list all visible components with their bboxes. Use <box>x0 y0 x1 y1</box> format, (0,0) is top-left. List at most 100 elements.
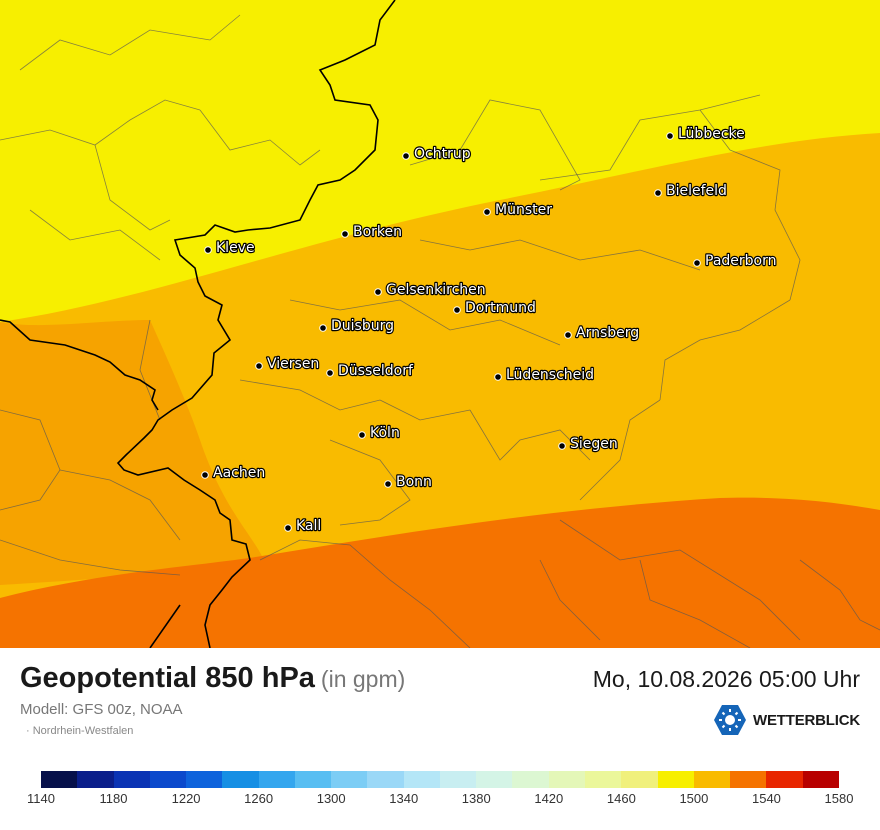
city-label: Düsseldorf <box>338 363 414 379</box>
legend-swatch <box>331 771 368 788</box>
region-label: Nordrhein-Westfalen <box>32 725 134 737</box>
city-label: Duisburg <box>331 318 394 334</box>
state-borders <box>0 0 396 648</box>
legend-color-bar <box>41 771 839 788</box>
city-label: Bielefeld <box>666 183 727 199</box>
city-marker[interactable]: Köln <box>358 424 401 442</box>
city-dot <box>453 306 461 314</box>
legend-swatch <box>730 771 767 788</box>
city-marker[interactable]: Bonn <box>384 473 433 491</box>
city-marker[interactable]: Dortmund <box>453 299 537 317</box>
city-label: Paderborn <box>705 253 776 269</box>
city-dot <box>483 208 491 216</box>
city-marker[interactable]: Kall <box>284 517 322 535</box>
city-label: Bonn <box>396 474 432 490</box>
city-label: Siegen <box>570 436 618 452</box>
legend-swatch <box>693 771 731 788</box>
city-dot <box>358 431 366 439</box>
city-dot <box>319 324 327 332</box>
city-dot <box>284 524 292 532</box>
legend-swatch <box>258 771 295 788</box>
legend-ticks: 1140 1180 1220 1260 1300 1340 1380 1420 1460 1500… <box>0 791 880 809</box>
map-canvas: Lübbecke Ochtrup Bielefeld Münster Kleve Bork… <box>0 0 880 648</box>
district-boundaries <box>0 14 880 648</box>
model-info: Modell: GFS 00z, NOAA <box>20 701 183 718</box>
forecast-datetime: Mo, 10.08.2026 05:00 Uhr <box>592 666 860 692</box>
city-marker[interactable]: Gelsenkirchen <box>374 281 487 299</box>
city-dot <box>374 288 382 296</box>
wetterblick-logo-icon <box>714 705 747 735</box>
legend-tick-label: 1220 <box>171 791 201 806</box>
city-label: Lübbecke <box>678 126 745 142</box>
city-marker[interactable]: Ochtrup <box>402 145 472 163</box>
city-marker[interactable]: Aachen <box>201 464 266 482</box>
band-1540 <box>0 320 262 585</box>
city-dot <box>558 442 566 450</box>
city-marker[interactable]: Paderborn <box>693 252 778 270</box>
city-marker[interactable]: Bielefeld <box>654 182 728 200</box>
city-label: Lüdenscheid <box>506 367 594 383</box>
legend-tick-label: 1460 <box>606 791 636 806</box>
city-marker[interactable]: Kleve <box>204 239 256 257</box>
city-marker[interactable]: Münster <box>483 201 553 219</box>
city-label: Viersen <box>267 356 319 372</box>
city-marker[interactable]: Duisburg <box>319 317 395 335</box>
city-dot <box>384 480 392 488</box>
region-name: · Nordrhein-Westfalen <box>26 725 134 737</box>
legend-swatch <box>367 771 404 788</box>
legend-tick-label: 1340 <box>389 791 419 806</box>
legend-tick-label: 1260 <box>244 791 274 806</box>
city-label: Borken <box>353 224 402 240</box>
legend-swatch <box>548 771 585 788</box>
title-text: Geopotential 850 hPa <box>20 662 315 694</box>
legend-swatch <box>41 771 78 788</box>
legend-swatch <box>403 771 440 788</box>
city-marker[interactable]: Lübbecke <box>666 125 746 143</box>
city-dot <box>654 189 662 197</box>
legend-swatch <box>439 771 477 788</box>
city-label: Aachen <box>213 465 265 481</box>
legend-tick-label: 1580 <box>824 791 854 806</box>
city-label: Dortmund <box>465 300 536 316</box>
city-dot <box>402 152 410 160</box>
city-dot <box>326 369 334 377</box>
city-label: Gelsenkirchen <box>386 282 486 298</box>
legend-tick-label: 1380 <box>461 791 491 806</box>
legend-swatch <box>584 771 622 788</box>
legend-swatch <box>113 771 150 788</box>
city-marker[interactable]: Düsseldorf <box>326 362 415 380</box>
band-1560 <box>0 497 880 648</box>
brand-logo[interactable]: WETTERBLICK <box>713 704 860 736</box>
city-label: Ochtrup <box>414 146 471 162</box>
legend-tick-label: 1420 <box>534 791 564 806</box>
map-footer: Geopotential 850 hPa (in gpm) Mo, 10.08.2… <box>0 648 880 830</box>
city-marker[interactable]: Lüdenscheid <box>494 366 595 384</box>
legend-swatch <box>621 771 658 788</box>
weather-map[interactable]: Lübbecke Ochtrup Bielefeld Münster Kleve Bork… <box>0 0 880 648</box>
city-label: Köln <box>370 425 400 441</box>
city-dot <box>201 471 209 479</box>
legend-swatch <box>294 771 332 788</box>
legend-tick-label: 1540 <box>751 791 781 806</box>
title-unit: (in gpm) <box>320 666 406 692</box>
city-marker[interactable]: Borken <box>341 223 403 241</box>
legend-swatch <box>657 771 694 788</box>
city-marker[interactable]: Siegen <box>558 435 619 453</box>
legend-tick-label: 1140 <box>27 791 55 806</box>
brand-name: WETTERBLICK <box>753 711 860 729</box>
legend-swatch <box>77 771 114 788</box>
city-dot <box>666 132 674 140</box>
city-label: Kall <box>296 518 321 534</box>
legend-swatch <box>512 771 549 788</box>
city-dot <box>204 246 212 254</box>
city-dot <box>341 230 349 238</box>
city-marker[interactable]: Viersen <box>255 355 321 373</box>
legend-tick-label: 1300 <box>316 791 346 806</box>
legend-swatch <box>149 771 187 788</box>
legend-swatch <box>476 771 513 788</box>
city-marker[interactable]: Arnsberg <box>564 324 640 342</box>
city-dot <box>494 373 502 381</box>
city-label: Kleve <box>216 240 255 256</box>
city-dot <box>693 259 701 267</box>
legend-swatch <box>766 771 803 788</box>
